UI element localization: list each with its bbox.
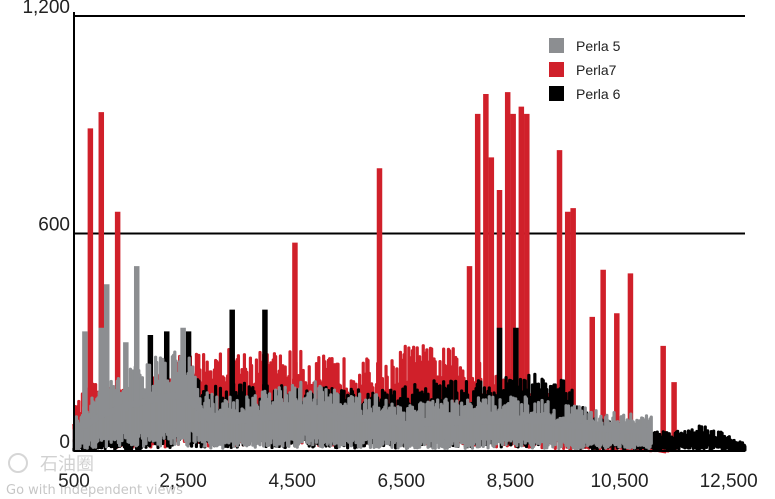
- grid: [74, 15, 745, 235]
- axes: [73, 12, 745, 452]
- watermark-logo-icon: [8, 453, 28, 473]
- legend: Perla 5 Perla7 Perla 6: [549, 38, 621, 102]
- watermark: 石油圈 Go with independent views: [6, 453, 183, 498]
- legend-label: Perla 5: [576, 38, 621, 54]
- legend-swatch: [549, 38, 564, 53]
- y-tick-label: 600: [38, 215, 70, 236]
- tick-labels: 0 600 1,200 500 2,500 4,500 6,500 8,500 10,500 12…: [22, 0, 757, 492]
- series-perla-5: [72, 266, 653, 451]
- legend-swatch: [549, 62, 564, 77]
- series-layer: [71, 92, 747, 454]
- legend-swatch: [549, 86, 564, 101]
- x-tick-label: 8,500: [487, 471, 535, 492]
- x-tick-label: 500: [58, 471, 90, 492]
- y-tick-label: 0: [59, 432, 70, 453]
- y-tick-label: 1,200: [22, 0, 70, 18]
- x-tick-label: 12,500: [700, 471, 758, 492]
- x-tick-label: 10,500: [590, 471, 648, 492]
- legend-label: Perla7: [576, 62, 617, 78]
- legend-label: Perla 6: [576, 86, 621, 102]
- x-tick-label: 4,500: [268, 471, 316, 492]
- x-tick-label: 6,500: [378, 471, 426, 492]
- series-band: [72, 392, 651, 436]
- x-tick-label: 2,500: [159, 471, 207, 492]
- watermark-en: Go with independent views: [6, 483, 183, 498]
- watermark-cn: 石油圈: [40, 454, 94, 475]
